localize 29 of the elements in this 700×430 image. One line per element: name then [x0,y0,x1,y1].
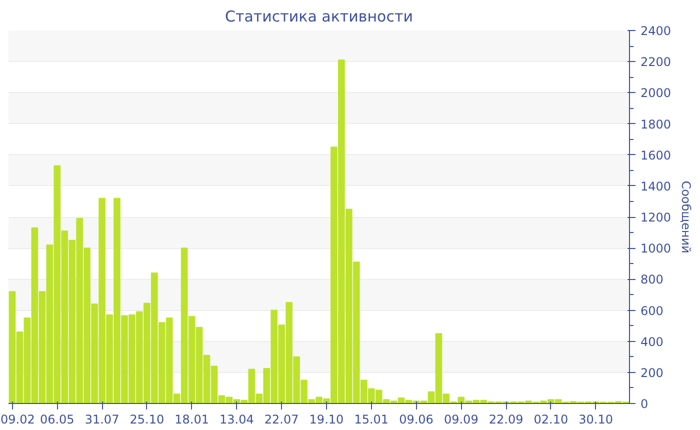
y-tick-label: 1600 [640,148,672,162]
x-tick-label: 09.09 [444,412,478,426]
x-tick-label: 02.10 [534,412,568,426]
y-tick-label: 400 [640,334,664,349]
x-tick-label: 09.02 [0,412,35,426]
x-tick-label: 22.09 [488,412,524,426]
x-tick-label: 31.07 [84,412,120,426]
x-tick-label: 19.10 [309,412,344,426]
x-tick-label: 09.06 [399,412,434,426]
x-tick-label: 15.01 [354,412,389,426]
y-tick-label: 800 [640,272,664,287]
y-tick-label: 1200 [640,210,672,224]
y-tick-label: 200 [640,366,664,380]
y-axis-title: Сообщений [679,180,694,254]
y-tick-label: 600 [640,304,664,318]
y-tick-label: 1800 [640,117,672,132]
x-tick-label: 13.04 [220,412,254,426]
y-tick-label: 2200 [640,55,672,70]
chart-title: Статистика активности [225,8,413,26]
x-tick-label: 30.10 [578,412,614,426]
y-tick-label: 1000 [640,242,672,256]
x-tick-label: 25.10 [130,412,164,426]
y-tick-label: 0 [640,397,648,411]
x-tick-label: 22.07 [264,412,299,426]
y-tick-label: 2000 [640,86,672,100]
x-tick-label: 06.05 [40,412,74,426]
y-tick-label: 1400 [640,179,672,194]
y-tick-label: 2400 [640,24,672,38]
x-tick-label: 18.01 [174,412,209,426]
